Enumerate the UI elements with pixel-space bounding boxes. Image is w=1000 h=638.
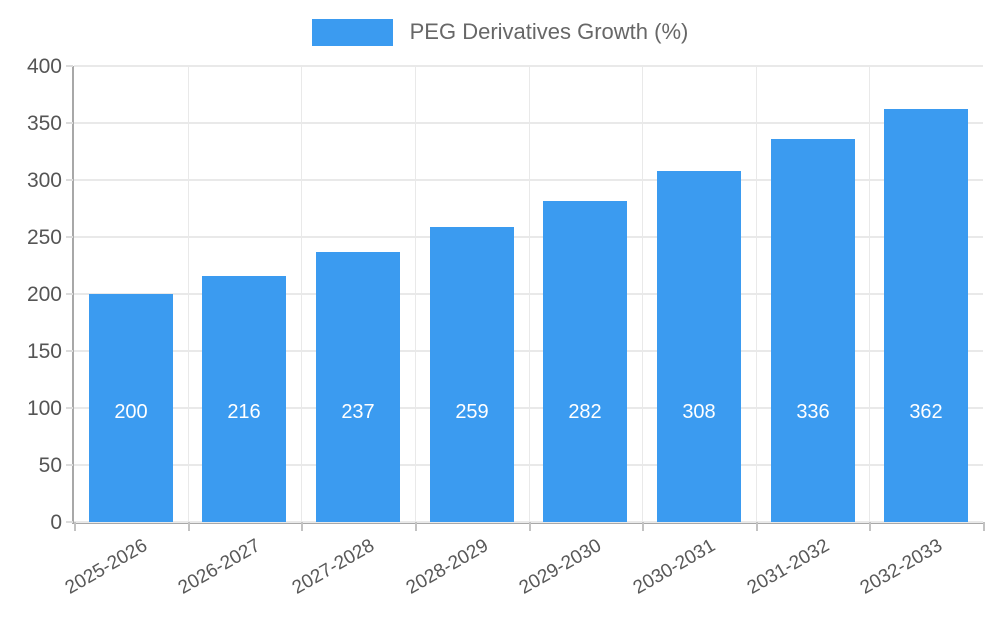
bar[interactable]: 200	[89, 294, 173, 522]
legend-item-peg-derivatives-growth[interactable]: PEG Derivatives Growth (%)	[311, 18, 689, 46]
x-tick-mark	[756, 522, 758, 531]
bar[interactable]: 282	[543, 201, 627, 522]
gridline-horizontal	[74, 350, 983, 352]
x-axis-line	[72, 522, 983, 524]
y-tick-mark	[66, 521, 73, 523]
gridline-vertical	[869, 66, 870, 522]
y-axis-line	[72, 66, 74, 522]
x-tick-mark	[188, 522, 190, 531]
gridline-vertical	[756, 66, 757, 522]
y-tick-mark	[66, 236, 73, 238]
bar-value-label: 237	[341, 401, 375, 423]
y-tick-mark	[66, 293, 73, 295]
y-tick-label: 50	[38, 454, 62, 477]
bar-value-label: 362	[909, 401, 943, 423]
bar-value-label: 216	[227, 401, 261, 423]
x-tick-mark	[529, 522, 531, 531]
chart-legend: PEG Derivatives Growth (%)	[0, 12, 1000, 52]
gridline-horizontal	[74, 122, 983, 124]
legend-swatch-icon	[311, 18, 393, 46]
x-tick-mark	[301, 522, 303, 531]
bar[interactable]: 362	[884, 109, 968, 522]
gridline-vertical	[415, 66, 416, 522]
y-tick-label: 0	[50, 511, 62, 534]
y-tick-mark	[66, 65, 73, 67]
bar-chart: PEG Derivatives Growth (%) 0 50 100 150 200 2…	[0, 12, 1000, 599]
y-tick-label: 100	[26, 397, 62, 420]
gridline-horizontal	[74, 464, 983, 466]
x-tick-mark	[74, 522, 76, 531]
y-tick-mark	[66, 464, 73, 466]
y-tick-mark	[66, 122, 73, 124]
legend-label: PEG Derivatives Growth (%)	[409, 19, 689, 44]
y-tick-label: 400	[26, 55, 62, 78]
gridline-vertical	[529, 66, 530, 522]
bar-value-label: 282	[568, 401, 602, 423]
gridline-horizontal	[74, 521, 983, 523]
bar-value-label: 336	[796, 401, 830, 423]
gridline-vertical	[301, 66, 302, 522]
y-tick-label: 300	[26, 169, 62, 192]
bar[interactable]: 259	[430, 227, 514, 522]
gridline-horizontal	[74, 179, 983, 181]
bar[interactable]: 308	[657, 171, 741, 522]
bar-value-label: 200	[114, 401, 148, 423]
y-tick-mark	[66, 179, 73, 181]
y-tick-mark	[66, 407, 73, 409]
bar[interactable]: 336	[771, 139, 855, 522]
plot-area: 0 50 100 150 200 250 300 350 400 200 216 237 259 282…	[27, 56, 985, 533]
y-tick-label: 350	[26, 112, 62, 135]
gridline-horizontal	[74, 236, 983, 238]
y-tick-label: 150	[26, 340, 62, 363]
y-tick-label: 200	[26, 283, 62, 306]
gridline-vertical	[188, 66, 189, 522]
y-tick-mark	[66, 350, 73, 352]
bar-value-label: 259	[455, 401, 489, 423]
bar-value-label: 308	[682, 401, 716, 423]
y-tick-label: 250	[26, 226, 62, 249]
bar[interactable]: 237	[316, 252, 400, 522]
bar[interactable]: 216	[202, 276, 286, 522]
gridline-vertical	[642, 66, 643, 522]
x-tick-mark	[642, 522, 644, 531]
x-tick-mark	[415, 522, 417, 531]
gridline-horizontal	[74, 293, 983, 295]
x-tick-mark	[983, 522, 985, 531]
gridline-horizontal	[74, 407, 983, 409]
x-tick-mark	[869, 522, 871, 531]
gridline-horizontal	[74, 65, 983, 67]
